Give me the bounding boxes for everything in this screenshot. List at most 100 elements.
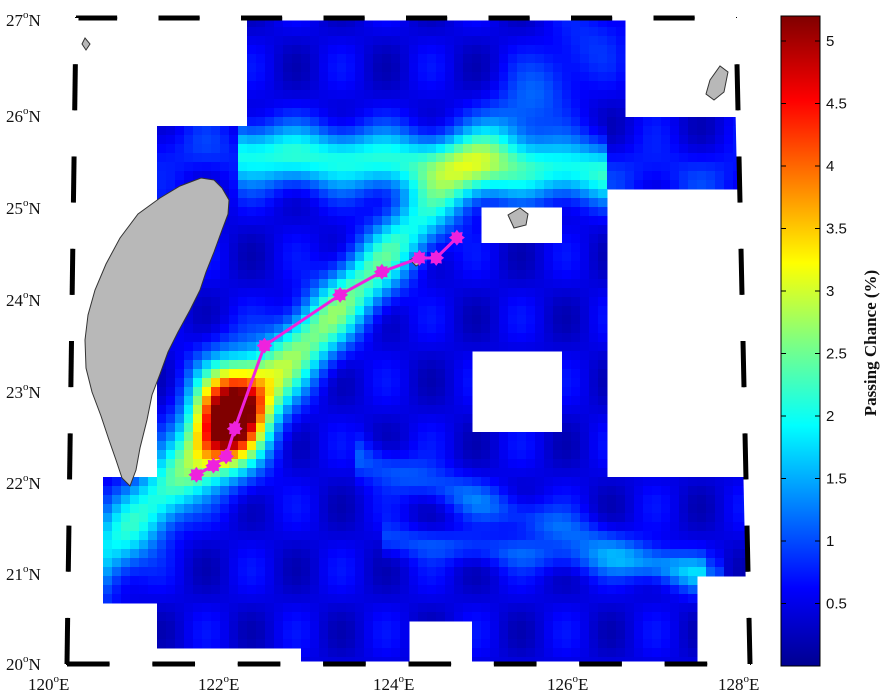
heatmap-cell bbox=[121, 522, 131, 532]
heatmap-cell bbox=[265, 504, 275, 514]
heatmap-cell bbox=[571, 612, 581, 622]
heatmap-cell bbox=[598, 612, 608, 622]
heatmap-cell bbox=[175, 531, 185, 541]
heatmap-cell bbox=[598, 45, 608, 55]
track-point bbox=[256, 337, 273, 354]
heatmap-cell bbox=[364, 324, 374, 334]
heatmap-cell bbox=[544, 648, 554, 658]
heatmap-cell bbox=[661, 144, 671, 154]
heatmap-cell bbox=[454, 351, 464, 361]
heatmap-cell bbox=[319, 594, 329, 604]
heatmap-cell bbox=[337, 117, 347, 127]
colorbar-tick-label: 2.5 bbox=[826, 346, 847, 363]
heatmap-cell bbox=[490, 450, 500, 460]
heatmap-cell bbox=[373, 288, 383, 298]
heatmap-cell bbox=[589, 585, 599, 595]
heatmap-cell bbox=[463, 225, 473, 235]
heatmap-cell bbox=[616, 18, 626, 28]
heatmap-cell bbox=[409, 468, 419, 478]
heatmap-cell bbox=[706, 486, 716, 496]
heatmap-cell bbox=[283, 171, 293, 181]
heatmap-cell bbox=[382, 261, 392, 271]
heatmap-cell bbox=[544, 585, 554, 595]
heatmap-cell bbox=[553, 99, 563, 109]
heatmap-cell bbox=[274, 180, 284, 190]
heatmap-cell bbox=[472, 432, 482, 442]
heatmap-cell bbox=[238, 162, 248, 172]
heatmap-cell bbox=[481, 243, 491, 253]
heatmap-cell bbox=[373, 360, 383, 370]
heatmap-cell bbox=[382, 126, 392, 136]
heatmap-cell bbox=[364, 441, 374, 451]
heatmap-cell bbox=[382, 27, 392, 37]
heatmap-cell bbox=[220, 315, 230, 325]
heatmap-cell bbox=[355, 396, 365, 406]
heatmap-cell bbox=[580, 99, 590, 109]
heatmap-cell bbox=[229, 513, 239, 523]
heatmap-cell bbox=[409, 63, 419, 73]
heatmap-cell bbox=[436, 441, 446, 451]
heatmap-cell bbox=[499, 270, 509, 280]
heatmap-cell bbox=[238, 315, 248, 325]
heatmap-cell bbox=[454, 306, 464, 316]
heatmap-cell bbox=[607, 90, 617, 100]
heatmap-cell bbox=[130, 504, 140, 514]
heatmap-cell bbox=[211, 351, 221, 361]
heatmap-cell bbox=[310, 36, 320, 46]
heatmap-cell bbox=[373, 324, 383, 334]
heatmap-cell bbox=[220, 405, 230, 415]
heatmap-cell bbox=[283, 603, 293, 613]
heatmap-cell bbox=[355, 126, 365, 136]
heatmap-cell bbox=[463, 414, 473, 424]
heatmap-cell bbox=[301, 243, 311, 253]
heatmap-cell bbox=[247, 423, 257, 433]
heatmap-cell bbox=[373, 585, 383, 595]
heatmap-cell bbox=[166, 549, 176, 559]
heatmap-cell bbox=[346, 405, 356, 415]
heatmap-cell bbox=[166, 504, 176, 514]
heatmap-cell bbox=[274, 207, 284, 217]
heatmap-cell bbox=[193, 531, 203, 541]
heatmap-cell bbox=[400, 369, 410, 379]
heatmap-cell bbox=[418, 18, 428, 28]
frame-tick-segment bbox=[743, 479, 750, 526]
heatmap-cell bbox=[481, 432, 491, 442]
heatmap-cell bbox=[238, 459, 248, 469]
heatmap-cell bbox=[382, 234, 392, 244]
heatmap-cell bbox=[499, 18, 509, 28]
heatmap-cell bbox=[247, 441, 257, 451]
heatmap-cell bbox=[256, 207, 266, 217]
heatmap-cell bbox=[337, 234, 347, 244]
heatmap-cell bbox=[274, 144, 284, 154]
heatmap-cell bbox=[265, 576, 275, 586]
heatmap-cell bbox=[364, 27, 374, 37]
heatmap-cell bbox=[634, 522, 644, 532]
heatmap-cell bbox=[643, 513, 653, 523]
lat-label-25: 25oN bbox=[6, 197, 41, 218]
heatmap-cell bbox=[301, 261, 311, 271]
heatmap-cell bbox=[589, 27, 599, 37]
heatmap-cell bbox=[517, 171, 527, 181]
heatmap-cell bbox=[130, 495, 140, 505]
heatmap-cell bbox=[715, 117, 725, 127]
heatmap-cell bbox=[256, 261, 266, 271]
heatmap-cell bbox=[715, 522, 725, 532]
heatmap-cell bbox=[418, 351, 428, 361]
heatmap-cell bbox=[346, 549, 356, 559]
heatmap-cell bbox=[445, 459, 455, 469]
heatmap-cell bbox=[265, 189, 275, 199]
heatmap-cell bbox=[580, 108, 590, 118]
heatmap-cell bbox=[562, 72, 572, 82]
heatmap-cell bbox=[391, 459, 401, 469]
heatmap-cell bbox=[373, 36, 383, 46]
heatmap-cell bbox=[238, 621, 248, 631]
heatmap-cell bbox=[256, 504, 266, 514]
heatmap-cell bbox=[643, 144, 653, 154]
heatmap-cell bbox=[319, 324, 329, 334]
heatmap-cell bbox=[292, 504, 302, 514]
heatmap-cell bbox=[391, 450, 401, 460]
heatmap-cell bbox=[337, 432, 347, 442]
heatmap-cell bbox=[166, 540, 176, 550]
heatmap-cell bbox=[274, 603, 284, 613]
heatmap-cell bbox=[562, 540, 572, 550]
